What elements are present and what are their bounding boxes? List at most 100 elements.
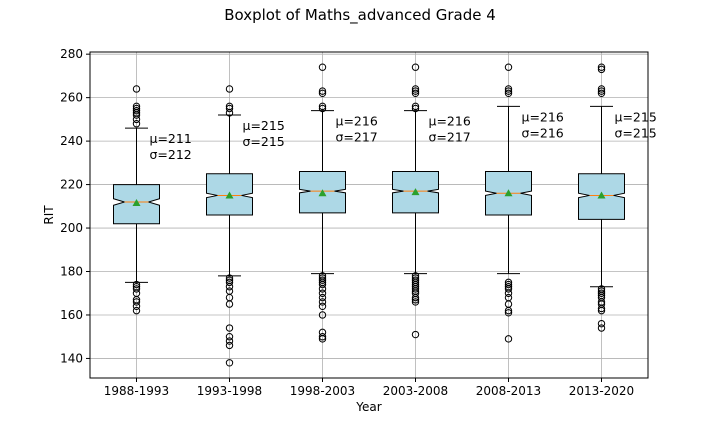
outlier-point xyxy=(318,302,327,310)
x-tick-label: 1993-1998 xyxy=(197,384,262,398)
y-axis: 140 160 180 200 220 240 260 280 xyxy=(60,47,90,365)
outlier-point xyxy=(504,85,513,93)
mean-marker xyxy=(504,189,513,197)
mean-marker xyxy=(225,191,234,199)
outlier-point xyxy=(225,104,234,113)
mean-marker xyxy=(132,199,141,207)
outlier-point xyxy=(318,274,327,282)
x-axis: 1988-1993 1993-1998 1998-2003 2003-2008 2008… xyxy=(104,378,634,398)
outlier-point xyxy=(411,102,420,111)
mean-marker xyxy=(597,191,606,199)
outlier-point xyxy=(318,102,327,111)
outlier-point xyxy=(225,287,234,295)
outlier-point xyxy=(597,324,606,332)
sigma-annotation: σ=215 xyxy=(615,125,657,140)
outlier-point xyxy=(318,89,327,97)
outlier-point xyxy=(597,289,606,297)
outlier-point xyxy=(132,106,141,115)
outlier-point xyxy=(132,285,141,293)
outlier-point xyxy=(225,274,234,282)
outlier-point xyxy=(504,280,513,289)
outlier-point xyxy=(597,287,606,295)
outlier-point xyxy=(225,276,234,284)
outlier-point xyxy=(597,285,606,293)
outlier-point xyxy=(318,104,327,113)
plot-frame xyxy=(89,51,649,379)
outlier-point xyxy=(504,87,513,95)
outlier-point xyxy=(318,87,327,95)
chart-title: Boxplot of Maths_advanced Grade 4 xyxy=(224,6,496,25)
outlier-point xyxy=(411,63,420,71)
outlier-point xyxy=(597,85,606,93)
mean-marker xyxy=(318,189,327,197)
y-tick-label: 180 xyxy=(60,265,83,279)
outlier-point xyxy=(411,330,420,339)
outlier-point xyxy=(597,319,606,328)
y-tick-label: 260 xyxy=(60,91,83,105)
outlier-point xyxy=(132,120,141,128)
mean-annotation: μ=215 xyxy=(615,109,657,124)
sigma-annotation: σ=212 xyxy=(150,147,192,162)
outlier-point xyxy=(225,333,234,341)
outlier-point xyxy=(318,276,327,284)
grid-lines xyxy=(90,52,648,378)
mean-annotation: μ=216 xyxy=(429,114,471,129)
outlier-point xyxy=(504,335,513,343)
outlier-point xyxy=(225,341,234,350)
mean-marker xyxy=(411,188,420,196)
plot-area: μ=211σ=212μ=215σ=215μ=216σ=217μ=216σ=217… xyxy=(113,63,657,367)
outlier-point xyxy=(411,276,420,284)
y-tick-label: 220 xyxy=(60,178,83,192)
outlier-point xyxy=(132,306,141,315)
outlier-point xyxy=(597,87,606,95)
y-tick-label: 200 xyxy=(60,221,83,235)
outlier-point xyxy=(132,102,141,111)
outlier-point xyxy=(597,65,606,74)
mean-annotation: μ=216 xyxy=(336,114,378,129)
outlier-point xyxy=(225,337,234,345)
mean-annotation: μ=211 xyxy=(150,131,192,146)
outlier-point xyxy=(318,328,327,337)
y-tick-label: 140 xyxy=(60,351,83,365)
outlier-point xyxy=(225,85,234,93)
outlier-point xyxy=(411,104,420,113)
outlier-point xyxy=(504,278,513,287)
outlier-point xyxy=(132,283,141,291)
outlier-point xyxy=(132,280,141,289)
sigma-annotation: σ=215 xyxy=(243,134,285,149)
x-tick-label: 2013-2020 xyxy=(569,384,634,398)
y-axis-label: RIT xyxy=(42,205,56,225)
x-axis-label: Year xyxy=(355,400,381,414)
outlier-point xyxy=(225,278,234,287)
outlier-point xyxy=(318,298,327,306)
outlier-point xyxy=(132,298,141,306)
outlier-point xyxy=(318,63,327,71)
outlier-point xyxy=(597,63,606,71)
x-tick-label: 1998-2003 xyxy=(290,384,355,398)
y-tick-label: 240 xyxy=(60,134,83,148)
y-tick-label: 280 xyxy=(60,47,83,61)
mean-annotation: μ=215 xyxy=(243,118,285,133)
outlier-point xyxy=(225,359,234,367)
outlier-point xyxy=(132,85,141,93)
outlier-point xyxy=(597,89,606,97)
outlier-point xyxy=(411,85,420,93)
outlier-point xyxy=(504,283,513,291)
outlier-point xyxy=(411,274,420,282)
outlier-point xyxy=(318,311,327,319)
x-tick-label: 2008-2013 xyxy=(476,384,541,398)
outlier-point xyxy=(225,102,234,111)
outlier-point xyxy=(504,293,513,302)
outlier-point xyxy=(504,63,513,71)
outlier-point xyxy=(504,309,513,317)
x-tick-label: 2003-2008 xyxy=(383,384,448,398)
outlier-point xyxy=(411,89,420,97)
outlier-point xyxy=(132,104,141,113)
